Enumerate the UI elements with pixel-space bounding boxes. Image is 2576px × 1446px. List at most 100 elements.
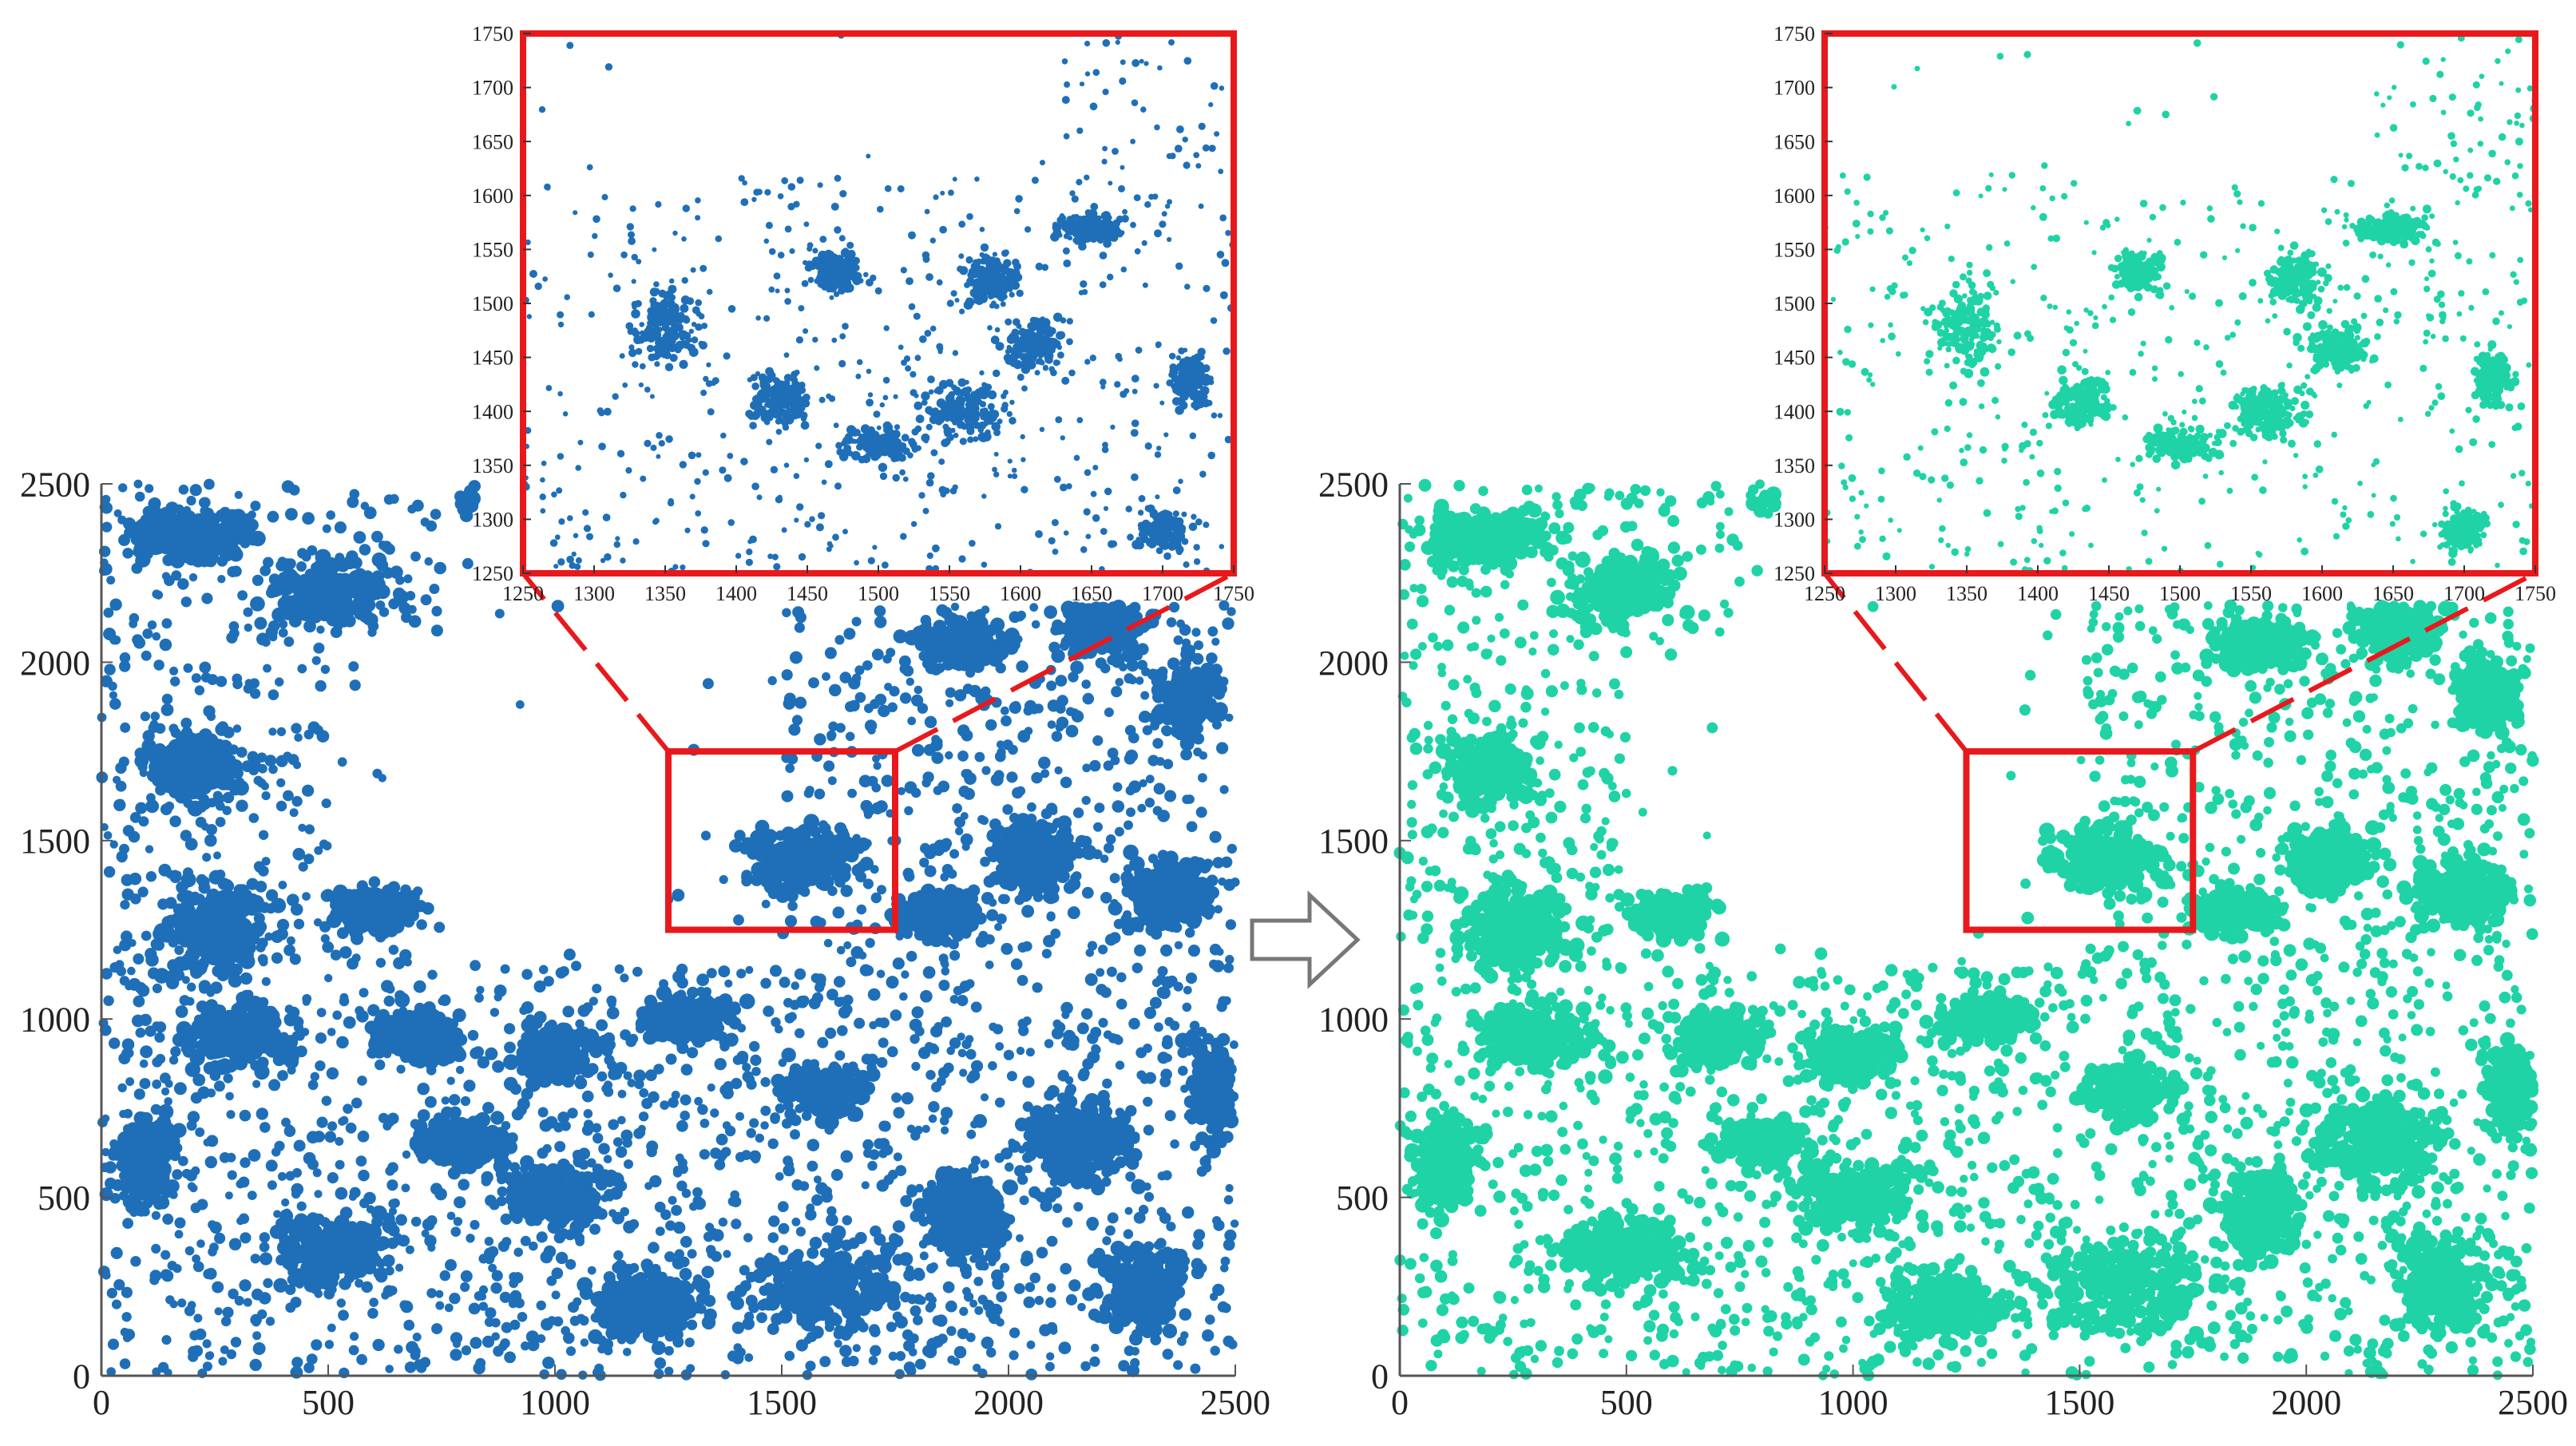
scatter-point xyxy=(613,1250,624,1261)
scatter-point xyxy=(504,1351,516,1364)
scatter-point xyxy=(223,1073,233,1084)
scatter-point xyxy=(145,871,157,882)
scatter-point xyxy=(396,1064,406,1074)
scatter-point xyxy=(434,1187,447,1201)
scatter-point xyxy=(117,852,128,863)
scatter-point xyxy=(1223,1194,1234,1205)
scatter-point xyxy=(988,1061,997,1071)
scatter-point xyxy=(632,966,643,977)
scatter-point xyxy=(921,1124,930,1133)
scatter-point xyxy=(441,1096,450,1105)
scatter-point xyxy=(258,1292,271,1305)
scatter-point xyxy=(963,787,975,800)
scatter-point xyxy=(350,557,363,569)
scatter-point xyxy=(267,510,279,523)
scatter-point xyxy=(1024,1282,1036,1293)
scatter-point xyxy=(181,976,190,984)
scatter-point xyxy=(343,1016,356,1029)
scatter-point xyxy=(169,666,179,675)
scatter-point xyxy=(139,1078,151,1090)
scatter-point xyxy=(787,901,798,911)
scatter-point xyxy=(1212,857,1224,869)
scatter-point xyxy=(760,1105,771,1116)
scatter-point xyxy=(839,1345,852,1357)
scatter-point xyxy=(904,781,917,794)
scatter-point xyxy=(277,1171,287,1181)
scatter-point xyxy=(952,918,969,935)
scatter-point xyxy=(1211,637,1220,646)
scatter-point xyxy=(702,987,711,996)
scatter-point xyxy=(617,1089,627,1099)
scatter-point xyxy=(145,484,154,493)
scatter-point xyxy=(1195,857,1206,869)
scatter-point xyxy=(603,1155,612,1163)
scatter-point xyxy=(1128,780,1142,794)
scatter-point xyxy=(289,953,301,965)
scatter-point xyxy=(770,965,782,977)
scatter-point xyxy=(1025,813,1037,825)
scatter-point xyxy=(767,675,777,686)
scatter-point xyxy=(164,1080,173,1088)
scatter-point xyxy=(315,1060,326,1072)
scatter-point xyxy=(938,980,950,991)
scatter-point xyxy=(520,1235,531,1246)
scatter-point xyxy=(615,1146,628,1159)
scatter-point xyxy=(155,1021,167,1033)
scatter-point xyxy=(1086,1217,1100,1230)
scatter-point xyxy=(209,1221,222,1234)
scatter-point xyxy=(281,1198,290,1207)
scatter-point xyxy=(426,1288,437,1298)
scatter-point xyxy=(133,995,145,1008)
scatter-point xyxy=(731,1218,742,1230)
scatter-point xyxy=(533,1064,548,1080)
scatter-point xyxy=(1098,1017,1108,1028)
scatter-point xyxy=(654,1357,667,1369)
scatter-point xyxy=(620,1129,633,1142)
scatter-point xyxy=(394,992,410,1008)
scatter-point xyxy=(867,988,881,1001)
scatter-point xyxy=(565,1346,577,1357)
scatter-point xyxy=(719,1084,731,1096)
scatter-point xyxy=(543,1245,557,1258)
scatter-point xyxy=(297,548,308,559)
scatter-point xyxy=(111,1299,122,1309)
scatter-point xyxy=(101,521,113,533)
scatter-point xyxy=(614,964,624,974)
scatter-point xyxy=(468,1302,481,1315)
scatter-point xyxy=(1087,1032,1099,1044)
scatter-point xyxy=(582,1002,593,1013)
scatter-point xyxy=(371,552,387,568)
scatter-point xyxy=(234,1296,244,1306)
scatter-point xyxy=(336,1036,349,1049)
scatter-point xyxy=(174,945,184,955)
scatter-point xyxy=(339,996,350,1007)
scatter-point xyxy=(293,918,305,930)
scatter-point xyxy=(327,1172,339,1184)
scatter-point xyxy=(177,1298,187,1308)
scatter-point xyxy=(1029,861,1042,874)
scatter-point xyxy=(727,1350,739,1362)
scatter-point xyxy=(883,1175,894,1185)
scatter-point xyxy=(515,700,525,709)
scatter-point xyxy=(808,997,821,1010)
scatter-point xyxy=(248,510,256,519)
scatter-point xyxy=(993,770,1005,781)
scatter-point xyxy=(804,841,815,853)
scatter-point xyxy=(654,1201,666,1213)
scatter-point xyxy=(129,812,141,823)
scatter-point xyxy=(164,914,178,929)
scatter-point xyxy=(181,762,196,777)
scatter-point xyxy=(213,1080,225,1092)
scatter-point xyxy=(180,717,192,729)
scatter-point xyxy=(371,530,383,543)
scatter-point xyxy=(353,572,364,584)
scatter-point xyxy=(253,775,264,786)
scatter-point xyxy=(187,909,203,925)
scatter-point xyxy=(957,1328,969,1340)
scatter-point xyxy=(863,810,873,819)
scatter-point xyxy=(790,651,803,664)
scatter-point xyxy=(275,928,288,941)
scatter-point xyxy=(454,1196,466,1209)
scatter-point xyxy=(1046,1235,1058,1247)
scatter-point xyxy=(228,517,239,529)
